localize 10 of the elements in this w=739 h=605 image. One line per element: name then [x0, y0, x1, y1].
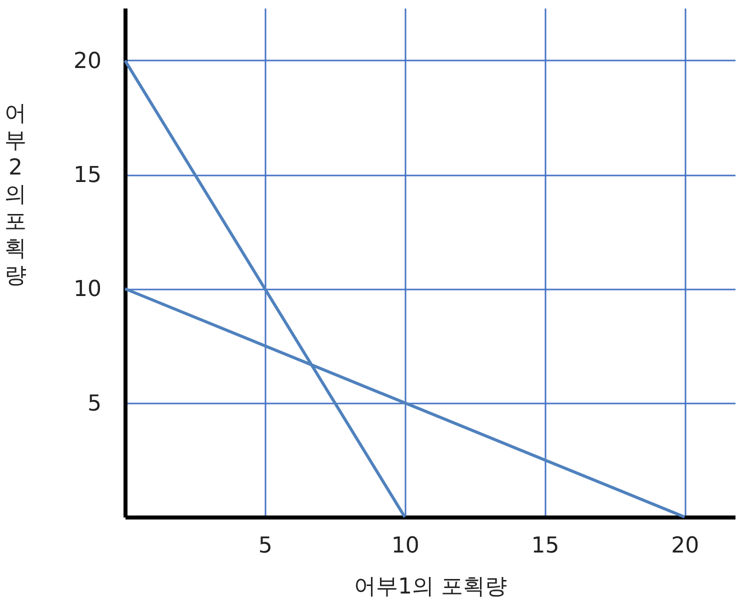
x-tick-label: 10 [391, 534, 420, 558]
y-tick-label: 5 [88, 391, 102, 416]
x-axis-title: 어부1의 포획량 [354, 574, 507, 600]
y-tick-label: 10 [74, 277, 102, 302]
y-axis-title: 어부2의 포획량 [4, 102, 26, 288]
y-tick-label: 20 [74, 49, 102, 74]
y-tick-label: 15 [74, 163, 102, 188]
x-tick-label: 5 [258, 534, 272, 558]
x-tick-label: 20 [671, 534, 700, 558]
x-tick-label: 15 [531, 534, 560, 558]
